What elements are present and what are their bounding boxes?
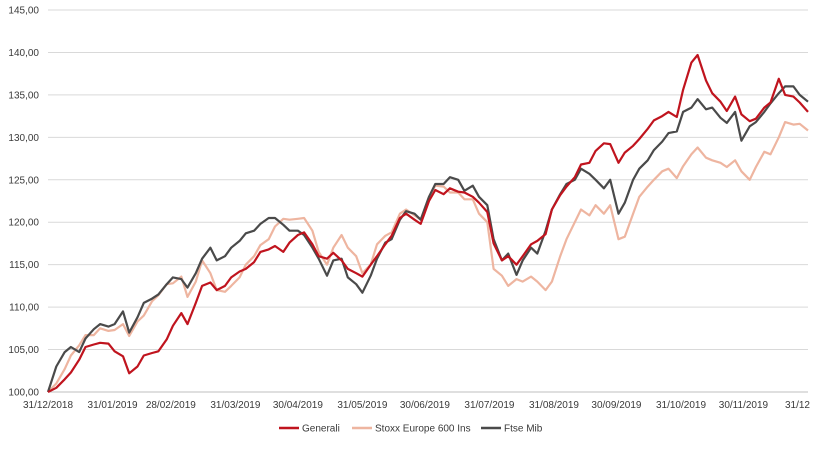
y-tick-label: 135,00 [8,90,39,101]
legend-label: Stoxx Europe 600 Ins [375,424,471,435]
y-axis-tick-labels: 100,00 105,00 110,00 115,00 120,00 125,00 130,… [8,6,39,399]
y-tick-label: 120,00 [8,218,39,229]
y-tick-label: 115,00 [9,260,39,271]
series-line-ftse-mib [46,85,809,393]
x-tick-label: 31/12/2018 [23,400,73,411]
y-tick-label: 105,00 [8,345,39,356]
x-tick-label: 31/10/2019 [656,400,706,411]
x-tick-label: 31/12 [785,400,810,411]
x-tick-label: 30/04/2019 [273,400,323,411]
y-tick-label: 130,00 [8,133,39,144]
y-tick-label: 110,00 [9,303,39,314]
series-line-generali [47,53,809,393]
legend: Generali Stoxx Europe 600 Ins Ftse Mib [279,424,543,435]
y-tick-label: 145,00 [8,6,39,17]
x-tick-label: 31/01/2019 [88,400,138,411]
y-tick-label: 140,00 [8,48,39,59]
legend-item: Stoxx Europe 600 Ins [352,424,471,435]
x-tick-label: 31/03/2019 [210,400,260,411]
x-axis-tick-labels: 31/12/2018 31/01/2019 28/02/2019 31/03/2019… [23,400,810,411]
legend-item: Generali [279,424,340,435]
x-tick-label: 28/02/2019 [146,400,196,411]
y-tick-label: 125,00 [8,175,39,186]
x-tick-label: 30/06/2019 [400,400,450,411]
legend-item: Ftse Mib [481,424,543,435]
x-tick-label: 30/11/2019 [719,400,769,411]
x-tick-label: 31/08/2019 [529,400,579,411]
series-lines [46,53,809,393]
horizontal-gridlines [48,9,808,351]
legend-label: Generali [302,424,340,435]
x-tick-label: 31/05/2019 [337,400,387,411]
y-tick-label: 100,00 [8,388,39,399]
x-tick-label: 30/09/2019 [591,400,641,411]
series-line-stoxx-europe-600-ins [47,121,809,393]
x-tick-label: 31/07/2019 [464,400,514,411]
legend-label: Ftse Mib [504,424,543,435]
